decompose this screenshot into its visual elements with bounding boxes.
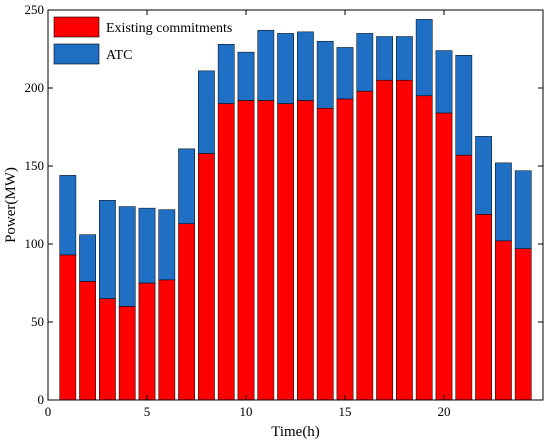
bar-atc-20 (435, 50, 453, 114)
bar-existing-17 (376, 79, 393, 401)
y-tick-label: 150 (25, 158, 45, 173)
bar-existing-20 (435, 112, 453, 401)
legend-label-atc: ATC (106, 48, 132, 63)
bar-atc-22 (475, 136, 492, 215)
bar-existing-8 (198, 153, 215, 401)
bar-existing-11 (257, 100, 275, 401)
y-tick-label: 50 (31, 314, 44, 329)
bar-existing-4 (118, 306, 136, 401)
plot-frame (47, 9, 544, 401)
bar-atc-4 (118, 206, 136, 307)
x-tick-label: 20 (438, 404, 451, 419)
bar-atc-1 (59, 175, 77, 256)
bar-atc-11 (257, 30, 275, 101)
bar-existing-9 (217, 103, 235, 401)
bar-atc-3 (99, 200, 116, 299)
bar-atc-23 (495, 162, 512, 242)
bar-atc-2 (79, 234, 96, 282)
y-tick-label: 200 (25, 80, 45, 95)
bar-atc-12 (277, 33, 294, 104)
bar-existing-2 (79, 281, 96, 401)
bar-atc-8 (198, 70, 215, 154)
y-axis-label: Power(MW) (3, 167, 19, 243)
y-tick-label: 0 (38, 392, 45, 407)
bar-existing-19 (415, 95, 433, 401)
bar-existing-13 (297, 100, 314, 401)
bar-atc-6 (158, 209, 176, 281)
bar-existing-14 (316, 108, 334, 401)
bar-existing-1 (59, 254, 77, 401)
y-tick-label: 100 (25, 236, 45, 251)
bar-atc-9 (217, 44, 235, 104)
legend-label-existing: Existing commitments (106, 21, 232, 36)
bar-atc-5 (138, 207, 156, 284)
bar-existing-18 (396, 79, 413, 401)
bar-atc-21 (455, 54, 473, 156)
bar-atc-7 (178, 148, 195, 224)
bar-existing-22 (475, 214, 492, 401)
bar-existing-24 (514, 248, 532, 401)
x-axis-label: Time(h) (271, 424, 320, 440)
x-tick-label: 10 (240, 404, 253, 419)
bar-existing-7 (178, 223, 195, 401)
x-tick-label: 0 (45, 404, 52, 419)
legend-swatch-existing (53, 16, 100, 38)
bar-atc-17 (376, 36, 393, 81)
bar-existing-12 (277, 103, 294, 401)
y-tick-label: 250 (25, 2, 45, 17)
legend-swatch-atc (53, 43, 100, 65)
bar-existing-15 (336, 98, 354, 401)
bar-atc-14 (316, 40, 334, 109)
bar-atc-10 (237, 51, 255, 101)
x-tick-label: 5 (144, 404, 151, 419)
bar-atc-13 (297, 31, 314, 101)
bar-atc-24 (514, 170, 532, 249)
bar-existing-6 (158, 279, 176, 401)
bar-existing-3 (99, 298, 116, 401)
bar-atc-19 (415, 19, 433, 97)
bar-existing-23 (495, 240, 512, 401)
legend: Existing commitments ATC (53, 16, 232, 65)
bar-existing-16 (356, 90, 374, 401)
bar-existing-10 (237, 100, 255, 401)
bar-atc-18 (396, 36, 413, 81)
bar-atc-15 (336, 47, 354, 100)
x-tick-label: 15 (339, 404, 352, 419)
bar-existing-5 (138, 282, 156, 401)
bar-atc-16 (356, 33, 374, 92)
bar-existing-21 (455, 154, 473, 401)
